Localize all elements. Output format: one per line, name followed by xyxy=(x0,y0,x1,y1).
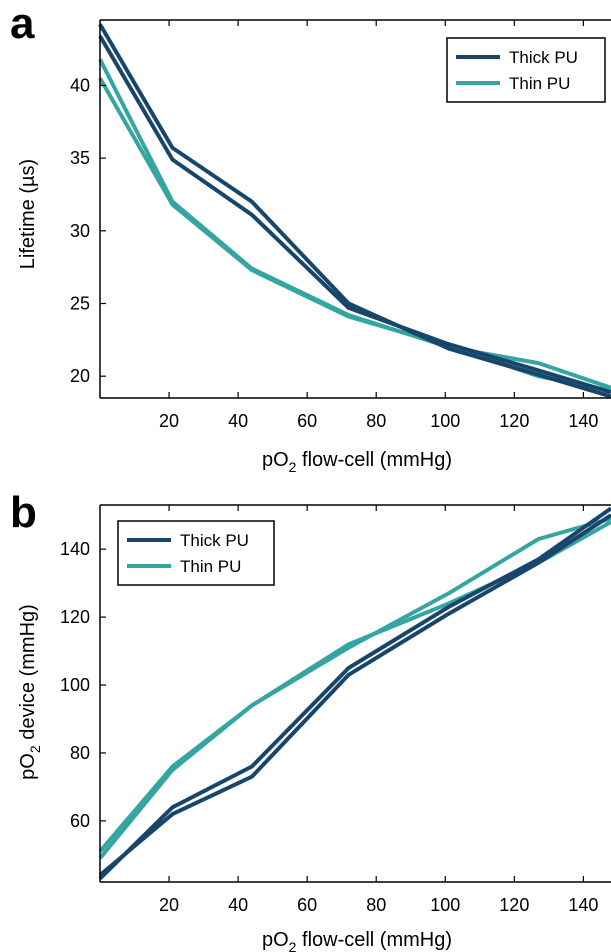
panel-a-legend: Thick PU Thin PU xyxy=(446,37,606,103)
panel-b-label: b xyxy=(10,488,37,537)
x-tick-label: 140 xyxy=(568,895,598,915)
panel-a-axes: 20 40 60 80 100 120 140 20 25 30 35 40 xyxy=(70,19,611,431)
series-line-thick-0 xyxy=(98,506,611,881)
panel-a-ylabel: Lifetime (µs) xyxy=(17,159,39,269)
x-tick-label: 120 xyxy=(499,895,529,915)
y-tick-label: 35 xyxy=(70,148,90,168)
x-tick-label: 60 xyxy=(297,895,317,915)
panel-a-xlabel: pO2 flow-cell (mmHg) xyxy=(262,449,452,475)
x-tick-label: 40 xyxy=(228,411,248,431)
panel-a-lines xyxy=(98,23,611,399)
panel-b-lines xyxy=(98,506,611,881)
x-tick-label: 60 xyxy=(297,411,317,431)
x-tick-label: 20 xyxy=(159,895,179,915)
legend-box xyxy=(117,520,275,586)
series-line-thick-1 xyxy=(98,513,611,877)
x-tick-label: 80 xyxy=(366,895,386,915)
legend-label-thin: Thin PU xyxy=(180,557,241,576)
y-tick-label: 100 xyxy=(60,675,90,695)
panel-b-chart: b 20 40 60 80 100 120 140 60 80 100 120 140 Thick P… xyxy=(10,488,611,952)
y-tick-label: 120 xyxy=(60,607,90,627)
panel-b-xlabel: pO2 flow-cell (mmHg) xyxy=(262,929,452,952)
x-tick-label: 100 xyxy=(430,411,460,431)
x-tick-label: 40 xyxy=(228,895,248,915)
legend-label-thick: Thick PU xyxy=(180,531,249,550)
x-tick-label: 100 xyxy=(430,895,460,915)
y-tick-label: 25 xyxy=(70,294,90,314)
series-line-thin-2 xyxy=(98,58,611,390)
y-tick-label: 30 xyxy=(70,221,90,241)
legend-label-thin: Thin PU xyxy=(509,74,570,93)
x-tick-label: 140 xyxy=(568,411,598,431)
legend-box xyxy=(446,37,606,103)
series-line-thick-0 xyxy=(98,23,611,399)
legend-label-thick: Thick PU xyxy=(509,48,578,67)
series-line-thick-1 xyxy=(98,34,611,395)
y-tick-label: 20 xyxy=(70,366,90,386)
panel-b-axes: 20 40 60 80 100 120 140 60 80 100 120 140 xyxy=(60,504,611,915)
series-line-thin-3 xyxy=(98,77,611,393)
x-tick-label: 20 xyxy=(159,411,179,431)
y-tick-label: 140 xyxy=(60,539,90,559)
x-tick-label: 80 xyxy=(366,411,386,431)
y-tick-label: 60 xyxy=(70,811,90,831)
panel-b-ylabel: pO2 device (mmHg) xyxy=(17,604,43,780)
series-line-thin-2 xyxy=(98,516,611,853)
panel-b-legend: Thick PU Thin PU xyxy=(117,520,275,586)
y-tick-label: 80 xyxy=(70,743,90,763)
panel-a-label: a xyxy=(10,0,35,48)
y-tick-label: 40 xyxy=(70,75,90,95)
x-tick-label: 120 xyxy=(499,411,529,431)
